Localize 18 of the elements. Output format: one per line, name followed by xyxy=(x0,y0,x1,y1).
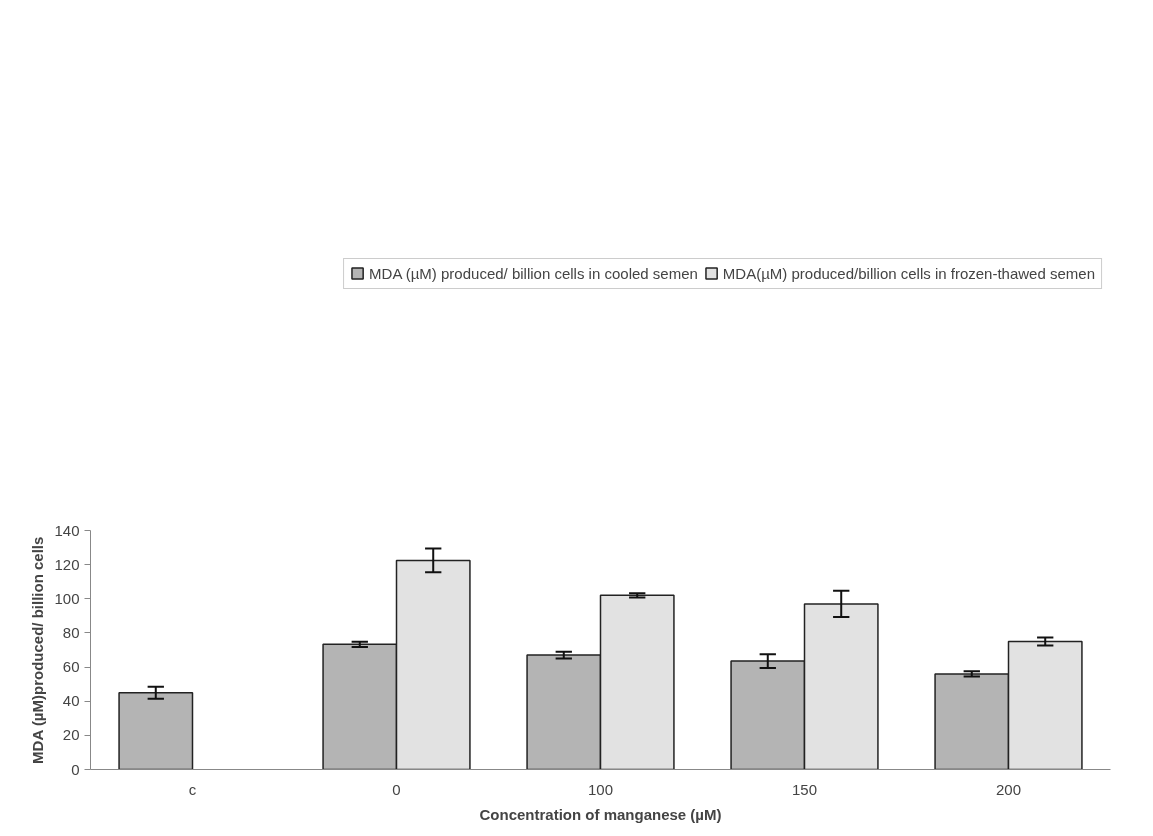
bar xyxy=(118,691,194,770)
y-tick-label: 80 xyxy=(62,623,80,641)
legend-label: MDA (µM) produced/ billion cells in cooled semen xyxy=(369,264,698,282)
x-tick-label: 200 xyxy=(995,780,1022,798)
y-tick-label: 40 xyxy=(62,692,80,710)
x-axis-title: Concentration of manganese (µM) xyxy=(479,805,722,823)
y-axis-title: MDA (µM)produced/ billion cells xyxy=(29,536,47,764)
x-tick-label: c xyxy=(188,780,197,798)
y-tick-label: 60 xyxy=(62,658,80,676)
y-tick-label: 100 xyxy=(54,589,80,607)
x-tick-label: 150 xyxy=(791,780,818,798)
y-tick-label: 0 xyxy=(71,760,80,778)
y-tick-label: 120 xyxy=(54,555,80,573)
y-tick-label: 20 xyxy=(62,726,80,744)
x-tick-label: 100 xyxy=(587,780,614,798)
x-tick-label: 0 xyxy=(392,780,401,798)
legend-label: MDA(µM) produced/billion cells in frozen-thawed semen xyxy=(722,264,1095,282)
y-tick-label: 140 xyxy=(54,521,80,539)
